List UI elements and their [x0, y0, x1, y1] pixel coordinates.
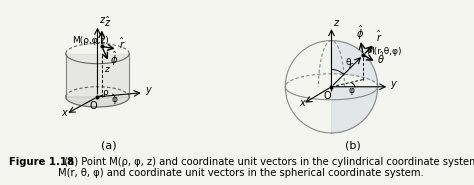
Text: $\hat{r}$: $\hat{r}$	[376, 29, 383, 44]
Text: (b): (b)	[345, 141, 361, 151]
Text: z: z	[99, 15, 104, 25]
Polygon shape	[331, 41, 378, 87]
Text: $\hat{r}$: $\hat{r}$	[119, 36, 126, 51]
Text: ρ: ρ	[102, 88, 108, 97]
Text: (a): (a)	[101, 141, 117, 151]
Text: (a) Point M(ρ, φ, z) and coordinate unit vectors in the cylindrical coordinate s: (a) Point M(ρ, φ, z) and coordinate unit…	[58, 157, 474, 178]
Text: O: O	[89, 101, 97, 111]
Text: $\hat{\phi}$: $\hat{\phi}$	[110, 50, 118, 68]
Text: z: z	[333, 18, 338, 28]
Polygon shape	[66, 97, 129, 107]
Text: O: O	[323, 91, 331, 101]
Text: Figure 1.18: Figure 1.18	[9, 157, 74, 167]
Text: φ: φ	[112, 95, 118, 104]
Polygon shape	[66, 54, 129, 97]
Text: y: y	[391, 79, 396, 89]
Polygon shape	[331, 87, 378, 133]
Text: $\hat{\phi}$: $\hat{\phi}$	[356, 23, 364, 42]
Text: θ: θ	[346, 58, 351, 67]
Text: r: r	[349, 61, 353, 70]
Text: M(r,θ,φ): M(r,θ,φ)	[366, 47, 401, 55]
Text: $\hat{z}$: $\hat{z}$	[104, 15, 111, 29]
Text: $\hat{\theta}$: $\hat{\theta}$	[377, 49, 385, 66]
Text: z: z	[104, 65, 109, 74]
Text: M(ρ,φ,z): M(ρ,φ,z)	[72, 36, 109, 46]
Text: x: x	[300, 98, 305, 108]
Text: x: x	[62, 108, 67, 118]
Text: y: y	[145, 85, 151, 95]
Text: φ: φ	[349, 86, 355, 95]
